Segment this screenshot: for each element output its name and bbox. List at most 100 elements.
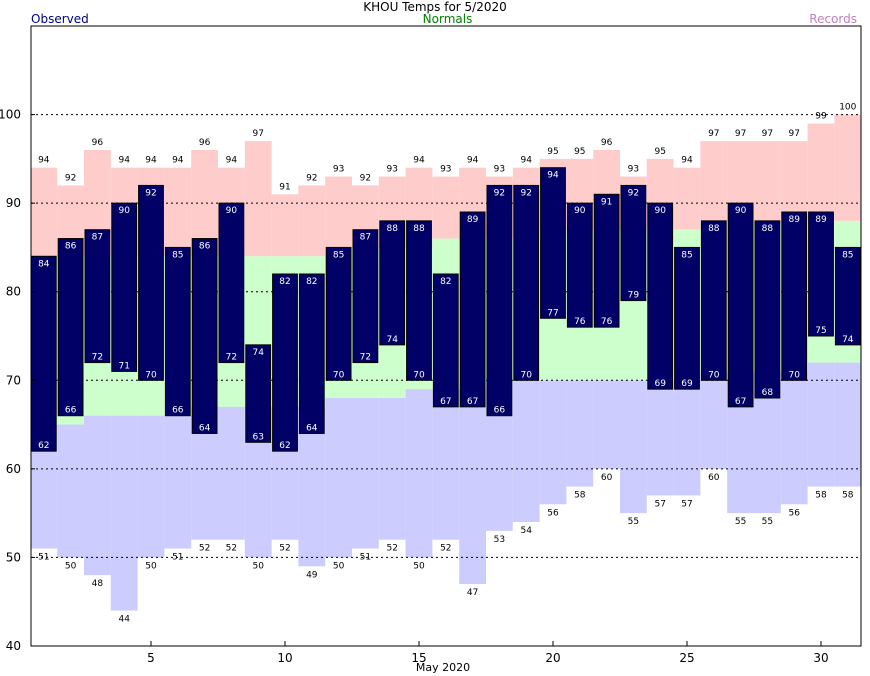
observed-bar-18 [486,184,513,417]
record-low-label: 53 [494,535,505,545]
observed-high-label: 87 [92,233,103,243]
record-high-label: 95 [654,147,665,157]
observed-low-label: 63 [252,432,263,442]
observed-bar-30 [808,211,834,337]
observed-high-label: 84 [38,259,50,269]
observed-bar-28 [754,220,781,399]
record-high-label: 91 [279,182,290,192]
low-band-2 [57,424,84,558]
record-low-label: 50 [413,561,425,571]
observed-low-label: 64 [306,423,318,433]
low-band-16 [432,389,460,540]
record-low-label: 54 [520,526,532,536]
x-tick-label: 10 [277,651,292,665]
record-high-label: 96 [601,138,613,148]
record-high-label: 97 [708,129,719,139]
low-band-29 [780,371,808,505]
observed-bar-5 [138,184,164,381]
record-low-label: 55 [735,517,746,527]
record-low-label: 52 [440,544,451,554]
record-high-label: 92 [65,173,76,183]
low-band-23 [620,380,647,514]
record-high-label: 93 [333,165,344,175]
record-high-label: 95 [547,147,558,157]
low-band-8 [218,406,245,540]
record-low-label: 47 [467,588,478,598]
observed-high-label: 88 [386,224,398,234]
observed-low-label: 72 [92,353,103,363]
record-high-label: 96 [92,138,104,148]
record-low-label: 44 [118,615,130,625]
x-tick-label: 25 [679,651,694,665]
observed-low-label: 69 [681,379,693,389]
observed-low-label: 70 [788,370,800,380]
low-band-22 [593,380,620,469]
record-low-label: 52 [279,544,290,554]
record-low-label: 56 [788,508,800,518]
low-band-5 [137,415,165,558]
observed-low-label: 74 [842,335,854,345]
record-high-label: 94 [467,156,479,166]
observed-high-label: 89 [815,215,827,225]
record-band-30 [807,123,835,221]
observed-low-label: 71 [118,361,129,371]
record-high-label: 97 [252,129,263,139]
x-tick-label: 15 [411,651,426,665]
observed-high-label: 88 [708,224,720,234]
record-high-label: 100 [839,103,856,113]
observed-high-label: 85 [172,250,183,260]
record-high-label: 99 [815,111,827,121]
record-high-label: 94 [145,156,157,166]
observed-bar-19 [513,184,540,381]
observed-bar-25 [674,246,700,390]
observed-high-label: 89 [788,215,800,225]
record-band-9 [244,141,272,257]
observed-low-label: 76 [574,317,586,327]
record-low-label: 57 [681,499,692,509]
observed-high-label: 85 [333,250,344,260]
low-band-24 [646,380,674,496]
observed-bar-6 [164,246,191,417]
x-tick-label: 20 [545,651,560,665]
record-band-26 [700,141,728,221]
record-low-label: 50 [65,561,77,571]
observed-bar-26 [700,220,727,381]
observed-low-label: 70 [333,370,345,380]
observed-bar-13 [352,229,379,364]
plot-frame [30,25,862,647]
record-band-6 [164,167,192,257]
y-tick-label: 70 [6,373,21,387]
record-low-label: 58 [842,491,854,501]
record-low-label: 58 [815,491,827,501]
record-low-label: 51 [38,553,49,563]
observed-high-label: 82 [306,277,317,287]
low-band-20 [539,380,567,505]
record-low-label: 51 [172,553,183,563]
low-band-17 [459,389,486,584]
record-low-label: 60 [708,473,720,483]
observed-bar-22 [593,193,620,328]
observed-bar-10 [272,273,298,452]
record-low-label: 51 [360,553,371,563]
observed-low-label: 70 [708,370,720,380]
observed-high-label: 92 [628,188,639,198]
record-high-label: 92 [306,173,317,183]
record-low-label: 50 [252,561,264,571]
low-band-4 [110,415,138,611]
observed-bar-4 [111,202,138,372]
record-high-label: 94 [38,156,50,166]
record-low-label: 57 [654,499,665,509]
observed-bar-29 [781,211,808,381]
observed-high-label: 86 [199,242,211,252]
record-high-label: 93 [628,165,639,175]
record-low-label: 52 [386,544,397,554]
observed-bar-7 [191,238,218,434]
observed-bar-8 [218,202,245,364]
observed-low-label: 79 [628,291,640,301]
observed-low-label: 67 [735,397,746,407]
record-low-label: 49 [306,570,318,580]
record-band-25 [673,167,701,230]
record-high-label: 94 [172,156,184,166]
record-low-label: 48 [92,579,104,589]
